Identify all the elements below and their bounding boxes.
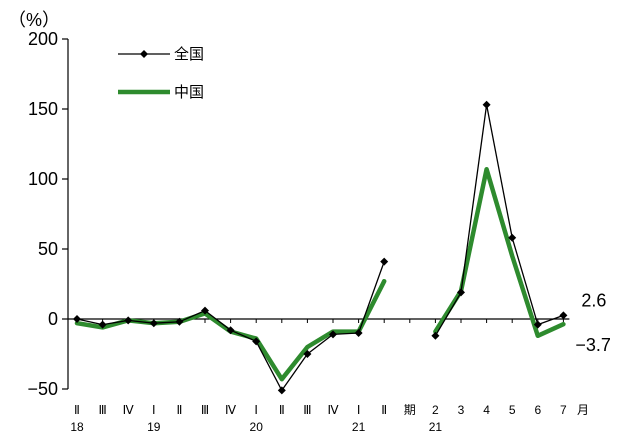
data-point-marker	[329, 330, 337, 339]
end-value-label: −3.7	[575, 335, 611, 355]
data-point-marker	[431, 331, 440, 340]
x-tick-label: 4	[483, 403, 490, 417]
data-point-marker	[175, 317, 184, 326]
y-tick-label: 200	[28, 29, 58, 49]
data-point-marker	[533, 320, 542, 329]
data-point-marker	[98, 320, 107, 329]
legend-label: 全国	[174, 45, 204, 63]
data-point-marker	[277, 386, 286, 395]
x-tick-label: Ⅰ	[357, 403, 361, 417]
series-layer	[73, 100, 568, 395]
data-point-marker	[508, 233, 517, 242]
legend-label: 中国	[174, 84, 204, 101]
data-point-marker	[124, 316, 133, 325]
x-tick-label: Ⅲ	[303, 403, 311, 417]
y-tick-label: −50	[27, 379, 58, 399]
data-point-marker	[457, 288, 465, 297]
y-axis: −50 0 50 100 150 200	[27, 29, 69, 399]
x-tick-label: 2	[432, 403, 439, 417]
legend-item: 中国	[118, 84, 204, 101]
x-tick-label: 期	[404, 403, 416, 417]
y-tick-label: 50	[38, 239, 58, 259]
x-tick-label: 6	[534, 403, 541, 417]
series-chugoku	[74, 166, 566, 382]
x-tick-label: Ⅲ	[98, 403, 106, 417]
y-tick-label: 0	[48, 309, 58, 329]
x-tick-label: Ⅳ	[225, 403, 236, 417]
x-tick-label: Ⅱ	[279, 403, 285, 417]
data-point-marker	[303, 350, 312, 358]
data-point-marker	[201, 306, 209, 315]
y-tick-label: 150	[28, 99, 58, 119]
x-year-label: 21	[429, 420, 443, 433]
end-value-label: 2.6	[581, 290, 606, 310]
legend-item: 全国	[118, 45, 204, 63]
x-tick-label: 7	[560, 403, 567, 417]
data-point-marker	[482, 100, 491, 109]
y-axis-label: （%）	[8, 10, 60, 30]
x-year-label: 18	[70, 420, 84, 433]
x-year-label: 21	[352, 420, 366, 433]
series-line	[76, 260, 385, 392]
x-tick-label: 5	[509, 403, 516, 417]
x-tick-label: Ⅳ	[327, 403, 338, 417]
series-zenkoku	[73, 100, 568, 395]
x-tick-label: Ⅱ	[176, 403, 182, 417]
x-tick-label: 3	[458, 403, 465, 417]
x-tick-label: Ⅱ	[381, 403, 387, 417]
data-point-marker	[149, 319, 158, 328]
x-tick-label: Ⅳ	[123, 403, 134, 417]
data-point-marker	[380, 257, 389, 266]
data-point-marker	[73, 315, 81, 323]
end-annotations: 2.6 −3.7	[575, 290, 611, 355]
legend-marker	[140, 50, 148, 58]
series-line	[433, 166, 566, 339]
data-point-marker	[354, 329, 363, 337]
data-point-marker	[252, 337, 261, 346]
series-line	[434, 104, 565, 337]
data-point-marker	[559, 311, 568, 320]
x-tick-label: Ⅱ	[74, 403, 80, 417]
x-tick-label: Ⅰ	[152, 403, 156, 417]
x-tick-label: 月	[577, 403, 589, 417]
x-year-label: 20	[250, 420, 264, 433]
x-year-label: 19	[147, 420, 161, 433]
x-tick-label: Ⅲ	[201, 403, 209, 417]
y-tick-label: 100	[28, 169, 58, 189]
x-tick-label: Ⅰ	[254, 403, 258, 417]
data-point-marker	[226, 326, 235, 335]
